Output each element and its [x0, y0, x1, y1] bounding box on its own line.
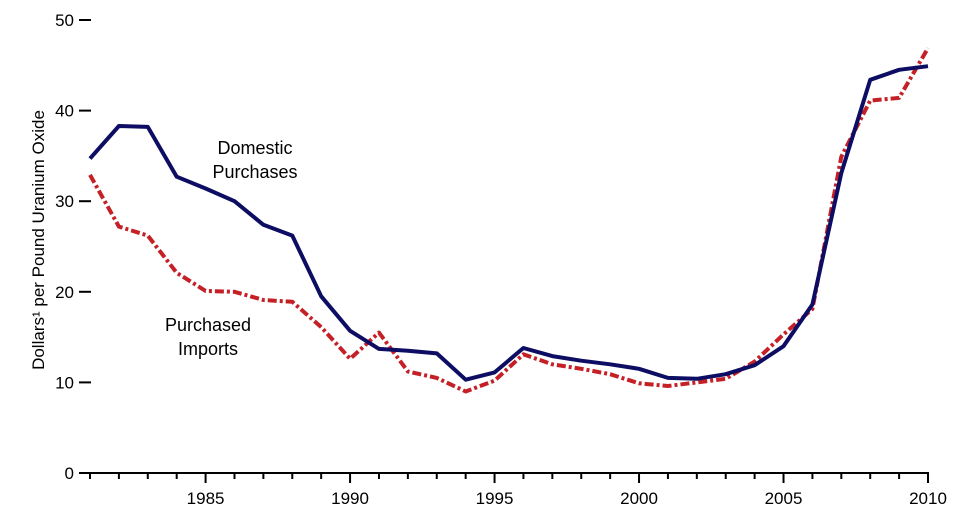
annotation-label: Domestic: [217, 138, 292, 158]
annotation-label: Purchases: [212, 162, 297, 182]
x-tick-label: 2000: [620, 489, 658, 508]
annotation-layer: Domestic Purchases Purchased Imports: [165, 138, 298, 359]
x-axis: 1985 1990 1995 2000 2005 2010: [79, 472, 947, 508]
series-layer: [88, 47, 930, 394]
y-axis-title: Dollars¹ per Pound Uranium Oxide: [29, 110, 48, 370]
y-tick-label: 30: [55, 192, 74, 211]
x-tick-label: 2010: [909, 489, 947, 508]
x-tick-label: 1990: [331, 489, 369, 508]
y-tick-label: 40: [55, 102, 74, 121]
y-tick-label: 50: [55, 11, 74, 30]
x-tick-label: 2005: [765, 489, 803, 508]
x-tick-label: 1985: [187, 489, 225, 508]
annotation-label: Imports: [178, 339, 238, 359]
x-tick-label: 1995: [476, 489, 514, 508]
y-tick-label: 10: [55, 373, 74, 392]
annotation-label: Purchased: [165, 315, 251, 335]
y-tick-label: 0: [65, 464, 74, 483]
y-tick-label: 20: [55, 283, 74, 302]
purchased-imports-line: [88, 47, 930, 394]
domestic-purchases-line: [88, 64, 929, 382]
y-axis: 0 10 20 30 40 50: [55, 11, 91, 483]
